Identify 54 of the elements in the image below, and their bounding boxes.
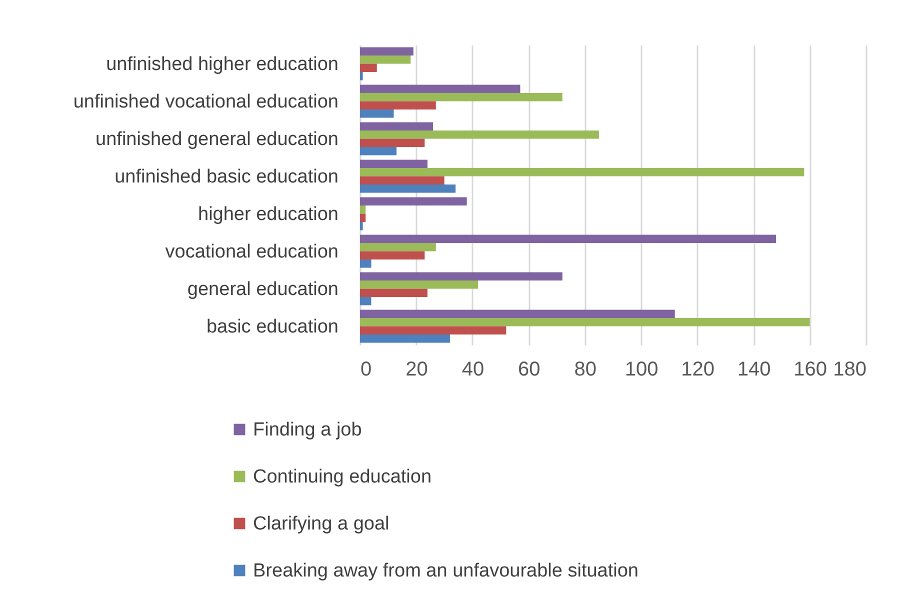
bar	[360, 93, 562, 102]
bar	[360, 101, 436, 110]
bar	[360, 206, 366, 214]
bar	[360, 234, 776, 243]
y-tick-label: higher education	[198, 204, 338, 225]
bar	[360, 147, 397, 156]
bar	[360, 168, 804, 176]
bar	[360, 310, 675, 318]
bar	[360, 318, 810, 326]
bar	[360, 243, 436, 252]
bar	[360, 110, 394, 118]
legend-label: Clarifying a goal	[253, 514, 390, 534]
bar	[360, 297, 372, 306]
bar	[360, 214, 366, 222]
bar	[360, 72, 363, 80]
bar	[360, 272, 562, 280]
y-tick-label: unfinished vocational education	[73, 91, 338, 112]
y-tick-label: unfinished general education	[96, 128, 338, 150]
bar	[360, 334, 450, 343]
x-tick-label: 20	[406, 358, 428, 380]
legend-label: Continuing education	[253, 466, 432, 488]
bar	[360, 184, 456, 193]
bar	[360, 64, 377, 72]
x-tick-label: 120	[681, 358, 715, 380]
bar	[360, 130, 599, 139]
legend-label: Breaking away from an unfavourable situation	[253, 560, 639, 582]
bar	[360, 222, 363, 230]
bar	[360, 176, 444, 184]
x-tick-label: 0	[360, 358, 372, 380]
bar	[360, 326, 506, 334]
x-tick-label: 140	[737, 358, 771, 380]
x-tick-label: 60	[518, 358, 540, 380]
bar	[360, 160, 428, 168]
bar	[360, 47, 414, 56]
bar	[360, 122, 434, 130]
x-tick-label: 160	[794, 358, 827, 380]
bar	[360, 251, 425, 260]
bar	[360, 260, 372, 268]
bar	[360, 197, 467, 206]
y-tick-label: vocational education	[165, 241, 338, 262]
bar	[360, 84, 520, 93]
bar	[360, 280, 478, 289]
bar	[360, 288, 428, 297]
y-tick-label: unfinished higher education	[106, 54, 338, 75]
y-tick-label: unfinished basic education	[114, 166, 338, 188]
legend-label: Finding a job	[253, 420, 362, 440]
x-tick-label: 180	[833, 358, 866, 380]
bar	[360, 138, 425, 147]
x-tick-label: 100	[624, 358, 658, 380]
y-tick-label: general education	[187, 278, 338, 300]
bar	[360, 56, 411, 64]
x-tick-label: 40	[462, 358, 484, 380]
x-tick-label: 80	[574, 358, 597, 380]
y-tick-label: basic education	[206, 316, 338, 338]
